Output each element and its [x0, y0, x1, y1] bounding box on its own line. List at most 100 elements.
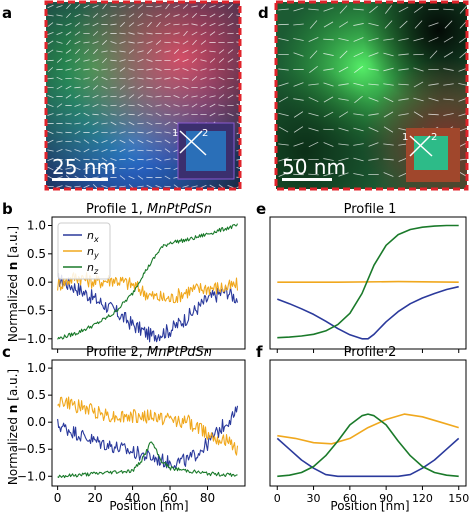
field-arrow [278, 112, 289, 117]
panel-label-f: f [256, 343, 263, 361]
field-arrow [83, 121, 90, 126]
field-arrow [236, 166, 243, 171]
field-arrow [338, 21, 349, 28]
series-line-nz [57, 441, 238, 479]
field-arrow [128, 41, 135, 44]
field-arrow [191, 103, 198, 108]
field-arrow [155, 185, 162, 188]
field-arrow [102, 57, 107, 64]
field-arrow [323, 172, 334, 177]
field-arrow [74, 13, 81, 18]
field-arrow [293, 23, 304, 26]
field-arrow [65, 149, 72, 152]
field-arrow [428, 22, 439, 27]
plot-c-layer: 1.0 0.5 0.0 −0.5 −1.0 0 20 40 60 80 [17, 359, 246, 505]
field-arrow [101, 13, 108, 18]
field-arrow [443, 51, 454, 58]
field-arrow [227, 86, 234, 89]
field-arrow [119, 50, 126, 53]
field-arrow [74, 157, 81, 162]
field-arrow [443, 113, 454, 116]
field-arrow [383, 67, 394, 72]
field-arrow [398, 53, 409, 56]
field-arrow [119, 148, 126, 153]
y-tick-label: 0.5 [27, 247, 46, 261]
field-arrow [146, 131, 153, 134]
scale-bar-a-label: 25 nm [52, 155, 116, 179]
field-arrow [92, 158, 99, 161]
field-arrow [182, 58, 189, 63]
field-arrow [293, 52, 304, 57]
field-arrow [308, 37, 319, 42]
x-tick-label: 0 [274, 492, 281, 505]
y-tick-label: 1.0 [27, 218, 46, 232]
plot-e-layer [269, 216, 467, 353]
ylabel-c: Normalized n [a.u.] [6, 369, 20, 485]
field-arrow [128, 157, 135, 162]
field-arrow [74, 166, 81, 171]
field-arrow [92, 139, 99, 144]
field-arrow [137, 175, 144, 180]
x-tick-label: 90 [379, 492, 393, 505]
field-arrow [192, 39, 197, 46]
field-arrow [146, 184, 153, 189]
field-arrow [173, 86, 180, 89]
field-arrow [56, 41, 63, 44]
field-arrow [119, 67, 126, 72]
field-arrow [164, 121, 171, 126]
field-arrow [119, 185, 126, 188]
field-arrow [444, 20, 453, 29]
field-arrow [236, 158, 243, 161]
field-arrow [137, 77, 144, 80]
field-arrow [236, 121, 243, 126]
field-arrow [218, 49, 225, 54]
field-arrow [83, 184, 90, 189]
field-arrow [383, 172, 394, 177]
series-line-nx [276, 437, 460, 478]
field-arrow [74, 58, 81, 63]
field-arrow [209, 95, 216, 98]
field-arrow [191, 68, 198, 71]
field-arrow [164, 103, 171, 108]
field-arrow [368, 37, 379, 42]
field-arrow [414, 20, 423, 29]
field-arrow [146, 95, 153, 98]
field-arrow [101, 95, 108, 98]
field-arrow [65, 158, 72, 161]
field-arrow [65, 23, 72, 26]
field-arrow [56, 185, 63, 188]
field-arrow [368, 52, 379, 57]
field-arrow [92, 68, 99, 71]
field-arrow [182, 104, 189, 107]
field-arrow [155, 112, 162, 117]
field-arrow [83, 148, 90, 153]
inset-d-marker-1: 1 [402, 132, 408, 143]
field-arrow [74, 149, 81, 152]
field-arrow [155, 166, 162, 171]
field-arrow [191, 95, 198, 98]
field-arrow [65, 49, 72, 54]
field-arrow [293, 142, 304, 147]
field-arrow [236, 58, 243, 63]
field-arrow [191, 185, 198, 188]
field-arrow [146, 68, 153, 71]
field-arrow [101, 104, 108, 107]
legend-box [57, 222, 111, 280]
field-arrow [146, 158, 153, 161]
field-arrow [101, 68, 108, 71]
field-arrow [137, 139, 144, 144]
plot-f-xlabel: Position [nm] [330, 499, 409, 513]
field-arrow [119, 32, 126, 35]
field-arrow [398, 83, 409, 86]
field-arrow [338, 98, 349, 101]
field-arrow [74, 130, 81, 135]
field-arrow [101, 140, 108, 143]
field-arrow [398, 98, 409, 101]
field-arrow [200, 68, 207, 71]
field-arrow [398, 6, 409, 13]
field-arrow [137, 58, 144, 63]
field-arrow [164, 32, 171, 35]
field-arrow [65, 113, 72, 116]
field-arrow [323, 82, 334, 87]
field-arrow [164, 131, 171, 134]
